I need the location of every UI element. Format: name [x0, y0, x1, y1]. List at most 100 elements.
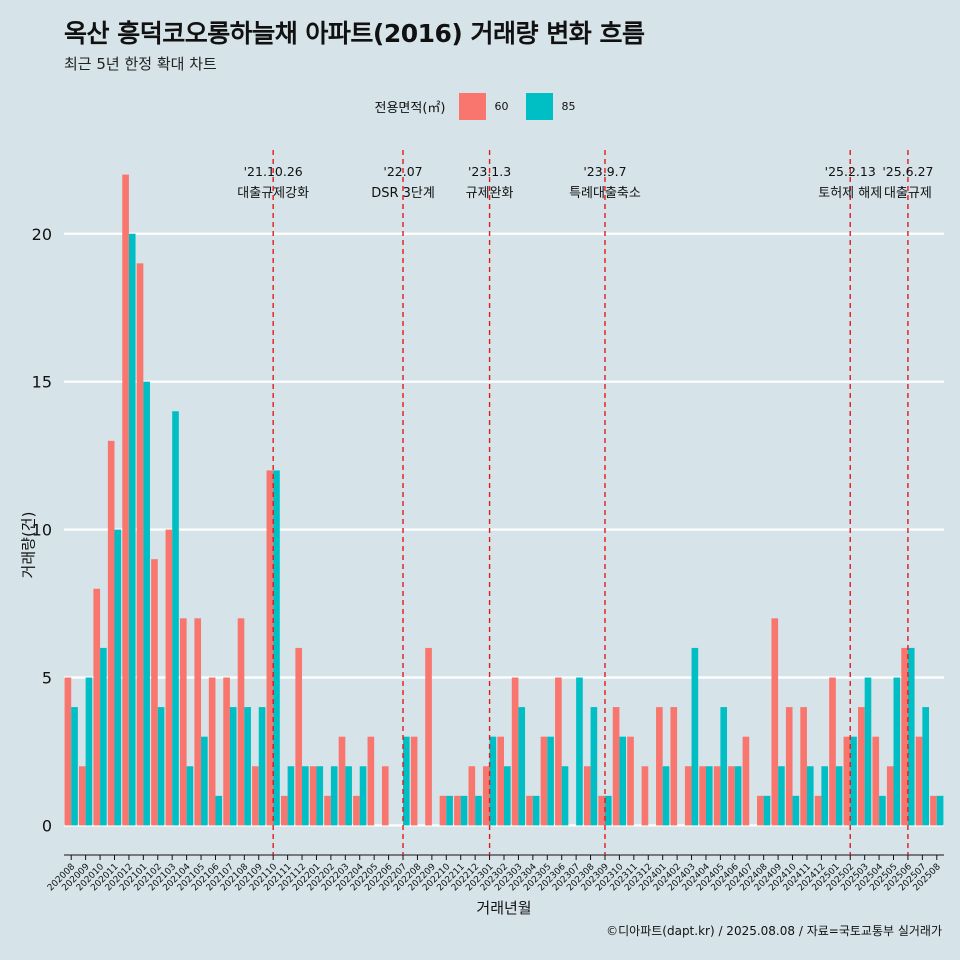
bar-60-202211: [454, 795, 461, 826]
bar-85-202507: [922, 707, 929, 826]
bar-85-202301: [489, 736, 497, 826]
bar-60-202409: [771, 618, 779, 826]
bar-85-202409: [778, 766, 785, 826]
bar-85-202108: [244, 707, 251, 826]
event-date: '21.10.26: [244, 164, 303, 179]
bar-60-202410: [785, 707, 793, 826]
event-label: 토허제 해제: [818, 186, 882, 201]
bar-60-202502: [843, 736, 851, 826]
bar-60-202110: [266, 470, 274, 826]
caption: ©디아파트(dapt.kr) / 2025.08.08 / 자료=국토교통부 실…: [606, 924, 942, 938]
bar-60-202406: [728, 766, 735, 826]
bar-85-202408: [763, 795, 771, 826]
bar-85-202110: [273, 470, 280, 826]
bar-85-202505: [893, 677, 901, 826]
bar-85-202106: [215, 795, 223, 826]
bar-60-202508: [930, 795, 937, 826]
bar-85-202405: [720, 707, 728, 826]
bar-60-202305: [540, 736, 548, 826]
bar-85-202012: [128, 233, 136, 826]
event-date: '25.6.27: [882, 164, 933, 179]
bar-60-202105: [194, 618, 202, 826]
bar-85-202008: [71, 707, 78, 826]
bar-60-202210: [439, 795, 447, 826]
bar-60-202111: [280, 795, 288, 826]
bar-85-202109: [258, 707, 266, 826]
bar-85-202502: [850, 736, 857, 826]
bar-60-202101: [136, 263, 144, 826]
bar-60-202407: [742, 736, 750, 826]
bar-60-202209: [425, 647, 432, 826]
bar-60-202011: [107, 440, 115, 826]
bar-85-202212: [475, 795, 482, 826]
bar-85-202403: [691, 647, 699, 826]
bar-60-202208: [410, 736, 418, 826]
bar-60-202009: [79, 766, 86, 826]
bar-85-202009: [85, 677, 93, 826]
bar-85-202412: [821, 766, 829, 826]
bar-60-202507: [915, 736, 923, 826]
bar-60-202206: [381, 766, 389, 826]
event-label: 규제완화: [466, 186, 514, 201]
bar-60-202112: [295, 647, 303, 826]
bar-60-202408: [757, 795, 764, 826]
bar-60-202301: [482, 766, 490, 826]
bar-60-202107: [223, 677, 230, 826]
bar-60-202309: [598, 795, 605, 826]
legend: 전용면적(㎡) 60 85: [0, 93, 960, 120]
bar-85-202303: [518, 707, 526, 826]
bar-85-202201: [316, 766, 324, 826]
bar-85-202310: [619, 736, 627, 826]
bar-85-202305: [547, 736, 554, 826]
bar-60-202505: [886, 766, 894, 826]
bar-85-202204: [359, 766, 367, 826]
legend-label-85: 85: [561, 100, 576, 113]
event-date: '25.2.13: [825, 164, 876, 179]
bar-60-202312: [641, 766, 649, 826]
bar-60-202106: [208, 677, 216, 826]
bar-85-202411: [806, 766, 814, 826]
bar-60-202412: [814, 795, 822, 826]
bar-85-202211: [460, 795, 468, 826]
bar-85-202010: [100, 647, 107, 826]
event-label: DSR 3단계: [371, 186, 435, 201]
bar-85-202101: [143, 381, 150, 826]
y-tick-label: 0: [42, 816, 52, 835]
event-date: '22.07: [383, 164, 422, 179]
legend-title: 전용면적(㎡): [374, 101, 446, 116]
bar-60-202303: [511, 677, 519, 826]
bar-85-202307: [576, 677, 583, 826]
bar-85-202210: [446, 795, 453, 826]
bar-85-202111: [287, 766, 295, 826]
bar-85-202309: [604, 795, 612, 826]
bar-60-202008: [64, 677, 72, 826]
bar-60-202302: [497, 736, 504, 826]
bar-60-202104: [179, 618, 187, 826]
legend-swatch-60: [459, 93, 487, 120]
bar-85-202107: [229, 707, 237, 826]
bar-60-202306: [555, 677, 562, 826]
chart-subtitle: 최근 5년 한정 확대 차트: [64, 55, 217, 73]
bar-60-202310: [612, 707, 620, 826]
bar-60-202203: [338, 736, 346, 826]
bar-85-202202: [330, 766, 338, 826]
bar-60-202411: [800, 707, 807, 826]
bar-60-202404: [699, 766, 706, 826]
y-axis-label: 거래량(건): [19, 511, 38, 579]
bar-60-202304: [526, 795, 533, 826]
bar-60-202103: [165, 529, 173, 826]
bar-85-202404: [705, 766, 713, 826]
bar-60-202201: [309, 766, 317, 826]
bar-85-202504: [879, 795, 886, 826]
bar-85-202105: [201, 736, 208, 826]
bar-85-202410: [792, 795, 800, 826]
bar-60-202205: [367, 736, 375, 826]
bar-85-202112: [302, 766, 309, 826]
bar-60-202403: [684, 766, 692, 826]
bar-85-202501: [835, 766, 843, 826]
y-tick-label: 15: [32, 373, 52, 392]
bar-60-202202: [324, 795, 331, 826]
event-date: '23.9.7: [583, 164, 626, 179]
bar-60-202108: [237, 618, 245, 826]
